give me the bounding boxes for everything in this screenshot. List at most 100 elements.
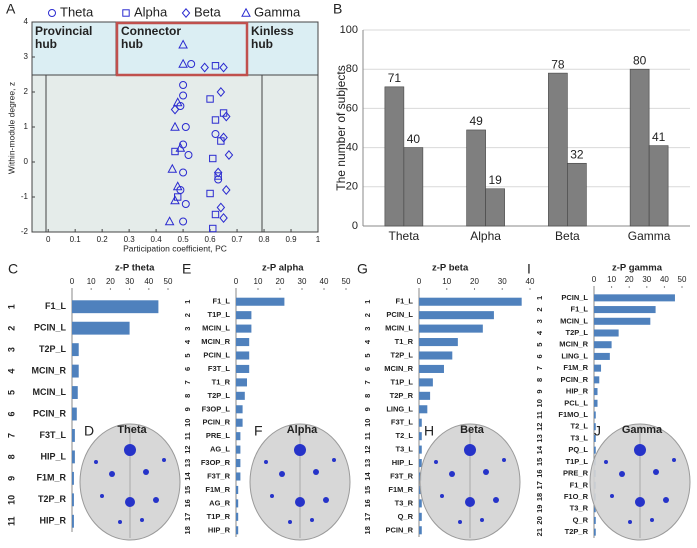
category-label: F1M_R [388,485,413,494]
brain-node [619,471,625,477]
category-label: F3T_R [207,471,231,480]
panel-letter: H [424,423,434,439]
bar [236,485,239,494]
marker [172,97,183,107]
brain-node [332,458,336,462]
rank-label: 15 [363,486,372,494]
x-tick-label: 30 [642,275,651,284]
x-tick-label: 0.3 [124,235,136,244]
rank-label: 6 [363,367,372,371]
marker [179,91,188,100]
rank-label: 4 [535,330,544,335]
marker [187,60,196,68]
bar [236,364,250,373]
x-tick-label: 0 [70,277,75,286]
category-label: F3OP_L [202,404,231,413]
x-tick-label: 40 [320,277,329,286]
rank-label: 7 [6,433,16,438]
bar [72,386,78,399]
bar [594,434,596,442]
rank-label: 11 [6,517,16,527]
brain-node [294,444,306,456]
category-label: T3_R [570,504,589,513]
panel-letter: F [254,423,263,439]
x-tick-label: 50 [164,277,173,286]
legend-label: Theta [60,4,94,19]
x-tick-label: 10 [607,275,616,284]
rank-label: 18 [183,526,192,534]
rank-label: 12 [535,423,544,431]
marker [219,132,228,143]
category-label: F1_L [570,305,588,314]
rank-label: 8 [6,454,16,459]
brain-node [125,497,135,507]
rank-label: 16 [535,469,544,477]
bar [594,329,619,337]
category-label: PCIN_R [33,408,67,418]
x-tick-label: 20 [625,275,634,284]
category-label: MCIN_L [202,324,230,333]
rank-label: 4 [183,339,192,344]
rank-label: 11 [183,432,192,440]
brain-node [143,469,149,475]
category-label: F1MO_L [558,410,588,419]
category-label: T2_L [395,431,413,440]
panel-letter: G [357,261,368,277]
rank-label: 7 [363,380,372,384]
chart-title: z-P beta [432,263,469,274]
category-label: MCIN_L [385,324,413,333]
bar [72,450,75,464]
marker [209,224,217,233]
marker [181,200,190,208]
rank-label: 10 [363,419,372,427]
marker [206,189,214,198]
bar [594,317,651,325]
bar [648,145,669,227]
bar [419,526,422,535]
brain-node [458,520,462,524]
brain-label: Gamma [622,424,663,436]
value-label: 32 [570,147,584,161]
marker [170,104,180,115]
rank-label: 5 [183,353,192,357]
bar [72,343,79,357]
brain-node [672,458,676,462]
x-axis-label: Participation coefficient, PC [123,243,227,253]
category-label: T3_R [395,498,414,507]
rank-label: 8 [535,378,544,382]
rank-label: 11 [535,411,544,419]
rank-label: 17 [363,513,372,521]
rank-label: 14 [183,472,192,481]
marker [178,58,188,68]
rank-label: 16 [183,499,192,507]
bar [72,429,75,442]
bar [236,499,239,508]
marker [216,87,226,97]
brain-layer: D Theta F Alpha H Beta J Gamma [79,423,691,541]
rank-label: 9 [183,407,192,411]
bar [594,376,600,384]
rank-label: 9 [6,476,16,481]
category-label: PCIN_L [34,323,67,333]
brain-node [140,518,144,522]
x-tick-label: 0.8 [258,235,270,244]
category-label: T1P_L [207,310,230,319]
rank-label: 15 [535,458,544,466]
x-tick-label: 0.9 [285,235,297,244]
x-tick-label: 0.4 [151,235,163,244]
brain-node [288,520,292,524]
y-tick-label: 2 [24,87,29,96]
rank-label: 9 [535,389,544,393]
category-label: LING_L [561,351,588,360]
brain-node [635,497,645,507]
rank-label: 10 [183,419,192,427]
value-label: 40 [407,132,421,146]
bar [72,300,159,314]
rank-label: 14 [535,445,544,454]
category-label: PCL_L [564,398,588,407]
marker [175,142,186,152]
bar [419,405,428,414]
connector-box [115,21,249,77]
marker [219,213,228,223]
